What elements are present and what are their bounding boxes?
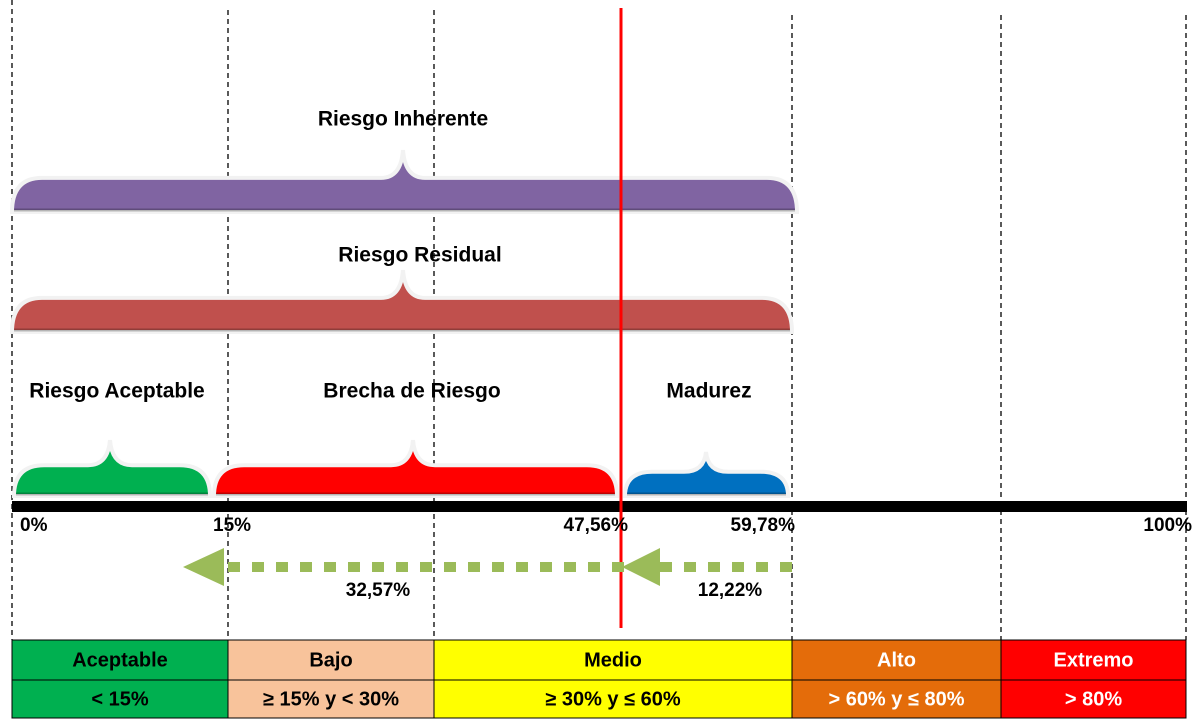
level-range: ≥ 15% y < 30% [263,688,399,710]
braces [9,149,800,498]
axis-label: 47,56% [564,515,629,536]
brace [9,149,800,214]
brace [9,269,795,334]
brace-label: Riesgo Inherente [318,108,488,131]
levels-table: Aceptable < 15% Bajo ≥ 15% y < 30% Medio ≥ 30… [11,639,1187,719]
brace-label: Madurez [666,380,751,403]
brace [622,451,791,498]
axis-label: 0% [20,515,48,536]
axis-label: 59,78% [731,515,796,536]
level-range: > 60% y ≤ 80% [828,688,964,710]
level-cell [227,679,435,719]
brace-label: Riesgo Residual [338,244,501,267]
arrows [183,548,792,586]
brace [211,439,620,498]
axis-bar [12,501,1187,512]
level-cell [433,639,793,681]
brace-label: Riesgo Aceptable [29,380,204,403]
level-cell [11,679,229,719]
level-cell [791,639,1002,681]
level-range: ≥ 30% y ≤ 60% [545,688,681,710]
brace [11,439,213,498]
level-name: Alto [877,649,916,671]
arrow-label: 12,22% [698,580,763,601]
level-cell [433,679,793,719]
brace-label: Brecha de Riesgo [323,380,500,403]
arrow-head [622,548,660,586]
arrow-head [183,548,224,586]
level-range: < 15% [91,688,148,710]
level-range: > 80% [1065,688,1122,710]
level-cell [1000,679,1187,719]
level-name: Extremo [1053,649,1133,671]
level-cell [791,679,1002,719]
arrow-label: 32,57% [346,580,411,601]
axis-label: 100% [1143,515,1192,536]
level-cell [1000,639,1187,681]
level-name: Bajo [309,649,352,671]
level-name: Aceptable [72,649,168,671]
axis-label: 15% [213,515,251,536]
level-name: Medio [584,649,642,671]
